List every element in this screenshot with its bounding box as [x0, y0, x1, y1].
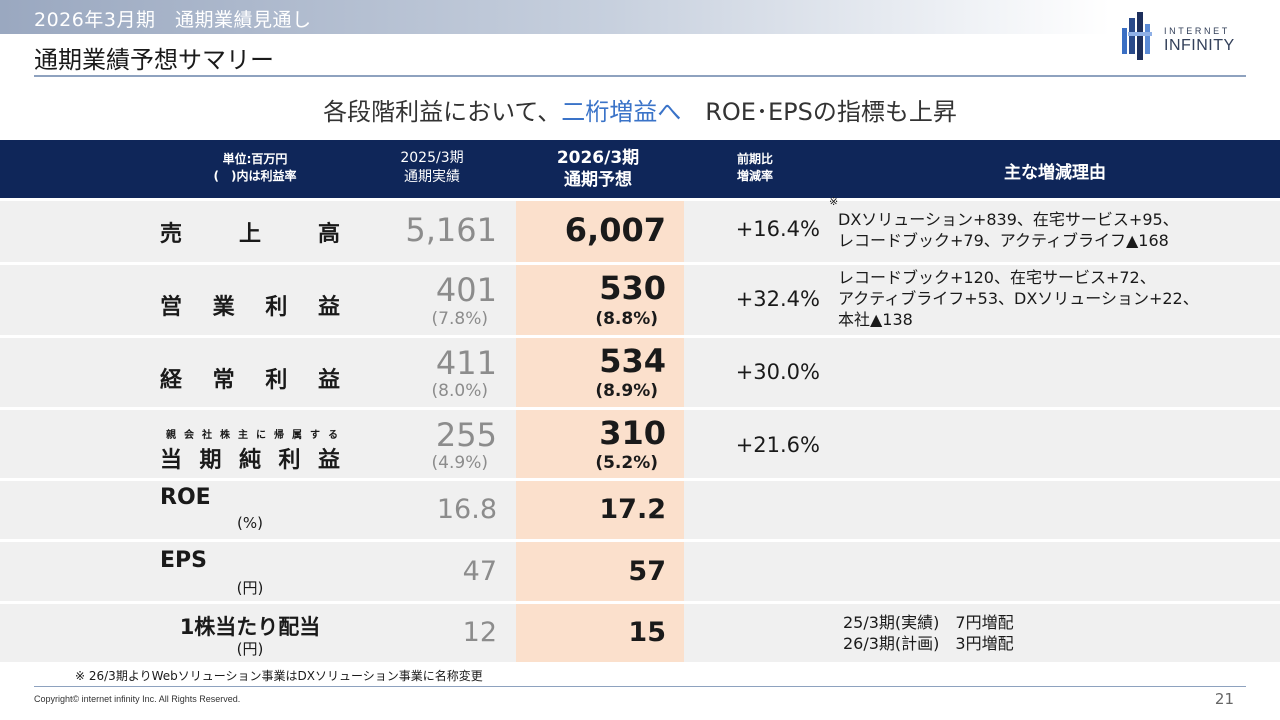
forecast-value: 57 — [628, 556, 666, 587]
footnote: ※ 26/3期よりWebソリューション事業はDXソリューション事業に名称変更 — [75, 669, 483, 683]
reason-text: DXソリューション+839、在宅サービス+95、 レコードブック+79、アクティ… — [838, 209, 1278, 251]
row-unit: (円) — [236, 579, 264, 597]
title-divider — [34, 75, 1246, 77]
forecast-value: 530 — [599, 269, 666, 307]
header-band: 2026年3月期 通期業績見通し — [0, 0, 1110, 34]
page-title: 通期業績予想サマリー — [34, 46, 274, 74]
reason-line: 26/3期(計画) 3円増配 — [843, 634, 1014, 653]
row-label-small: 親会社株主に帰属する — [166, 430, 338, 441]
row-label: 1株当たり配当 — [179, 615, 321, 639]
forecast-margin: (8.9%) — [595, 381, 658, 401]
prev-value: 16.8 — [436, 494, 497, 525]
prev-margin: (4.9%) — [431, 453, 488, 473]
logo-text-infinity: INFINITY — [1164, 37, 1235, 54]
reason-line: アクティブライフ+53、DXソリューション+22、 — [838, 289, 1199, 308]
copyright: Copyright© internet infinity Inc. All Ri… — [34, 694, 241, 704]
table-row-roe: ROE (%) 16.8 17.2 — [0, 481, 1280, 539]
row-label: EPS — [160, 548, 207, 573]
reason-line: レコードブック+120、在宅サービス+72、 — [838, 268, 1156, 287]
change-rate: +21.6% — [735, 433, 820, 457]
row-label: ROE — [160, 485, 211, 510]
header-change-rate: 前期比 増減率 — [705, 151, 805, 185]
headline-post: ROE･EPSの指標も上昇 — [681, 98, 957, 126]
reason-line: DXソリューション+839、在宅サービス+95、 — [838, 210, 1179, 229]
table-row-ordinary-profit: 経常利益 411 (8.0%) 534 (8.9%) +30.0% — [0, 338, 1280, 407]
prev-value: 5,161 — [405, 211, 497, 249]
header-band-title: 2026年3月期 通期業績見通し — [34, 9, 312, 31]
header-rate-line2: 増減率 — [736, 169, 773, 183]
header-cur-line1: 2026/3期 — [556, 148, 640, 168]
headline: 各段階利益において、二桁増益へ ROE･EPSの指標も上昇 — [0, 92, 1280, 127]
header-unit-line2: ( )内は利益率 — [213, 169, 297, 183]
prev-margin: (8.0%) — [431, 381, 488, 401]
forecast-cell — [516, 604, 684, 662]
prev-value: 401 — [435, 271, 497, 309]
reason-line: 本社▲138 — [838, 310, 913, 329]
forecast-value: 534 — [599, 342, 666, 380]
forecast-cell — [516, 265, 684, 335]
row-unit: (円) — [236, 640, 264, 658]
forecast-cell — [516, 338, 684, 407]
footer-divider — [34, 686, 1246, 687]
row-label: 営業利益 — [160, 295, 340, 320]
forecast-value: 310 — [599, 414, 666, 452]
table-row-eps: EPS (円) 47 57 — [0, 542, 1280, 601]
note-mark: ※ — [829, 195, 839, 208]
row-unit: (%) — [237, 514, 263, 532]
reason-line: 25/3期(実績) 7円増配 — [843, 613, 1014, 632]
header-cur-line2: 通期予想 — [564, 170, 632, 190]
header-reason: 主な増減理由 — [1004, 163, 1106, 183]
prev-margin: (7.8%) — [431, 309, 488, 329]
row-label: 当期純利益 — [160, 448, 340, 473]
reason-line: レコードブック+79、アクティブライフ▲168 — [838, 231, 1169, 250]
change-rate: +32.4% — [735, 287, 820, 311]
company-logo: INTERNET INFINITY — [1118, 10, 1248, 62]
prev-value: 12 — [462, 617, 497, 648]
headline-highlight: 二桁増益へ — [561, 98, 682, 126]
table-row-dividend: 1株当たり配当 (円) 12 15 25/3期(実績) 7円増配 26/3期(計… — [0, 604, 1280, 662]
forecast-cell — [516, 410, 684, 478]
logo-bars-icon — [1122, 12, 1152, 60]
forecast-cell — [516, 481, 684, 539]
row-label: 経常利益 — [160, 368, 340, 393]
reason-text: レコードブック+120、在宅サービス+72、 アクティブライフ+53、DXソリュ… — [838, 267, 1278, 330]
table-header: 単位:百万円 ( )内は利益率 2025/3期 通期実績 2026/3期 通期予… — [0, 140, 1280, 198]
headline-pre: 各段階利益において、 — [323, 98, 562, 126]
header-unit-line1: 単位:百万円 — [222, 152, 288, 166]
forecast-cell — [516, 542, 684, 601]
forecast-value: 17.2 — [599, 494, 666, 525]
logo-text-internet: INTERNET — [1164, 26, 1230, 36]
header-rate-line1: 前期比 — [736, 152, 773, 166]
forecast-value: 15 — [628, 617, 666, 648]
table-row-operating-profit: 営業利益 401 (7.8%) 530 (8.8%) +32.4% レコードブッ… — [0, 265, 1280, 335]
forecast-margin: (5.2%) — [595, 453, 658, 473]
table-row-sales: 売上高 5,161 6,007 +16.4% ※ DXソリューション+839、在… — [0, 195, 1280, 262]
header-prev-line2: 通期実績 — [404, 169, 460, 185]
header-forecast: 2026/3期 通期予想 — [528, 147, 668, 191]
forecast-value: 6,007 — [564, 211, 666, 249]
reason-text: 25/3期(実績) 7円増配 26/3期(計画) 3円増配 — [843, 612, 1280, 654]
table-row-net-income: 親会社株主に帰属する 当期純利益 255 (4.9%) 310 (5.2%) +… — [0, 410, 1280, 478]
prev-value: 47 — [462, 556, 497, 587]
header-prev-line1: 2025/3期 — [400, 150, 464, 166]
row-label: 売上高 — [160, 222, 340, 247]
prev-value: 411 — [435, 344, 497, 382]
header-prev-year: 2025/3期 通期実績 — [372, 149, 492, 187]
prev-value: 255 — [435, 416, 497, 454]
page-number: 21 — [1214, 690, 1234, 708]
header-unit: 単位:百万円 ( )内は利益率 — [160, 151, 350, 185]
forecast-margin: (8.8%) — [595, 309, 658, 329]
change-rate: +16.4% — [735, 217, 820, 241]
forecast-cell — [516, 201, 684, 262]
change-rate: +30.0% — [735, 360, 820, 384]
